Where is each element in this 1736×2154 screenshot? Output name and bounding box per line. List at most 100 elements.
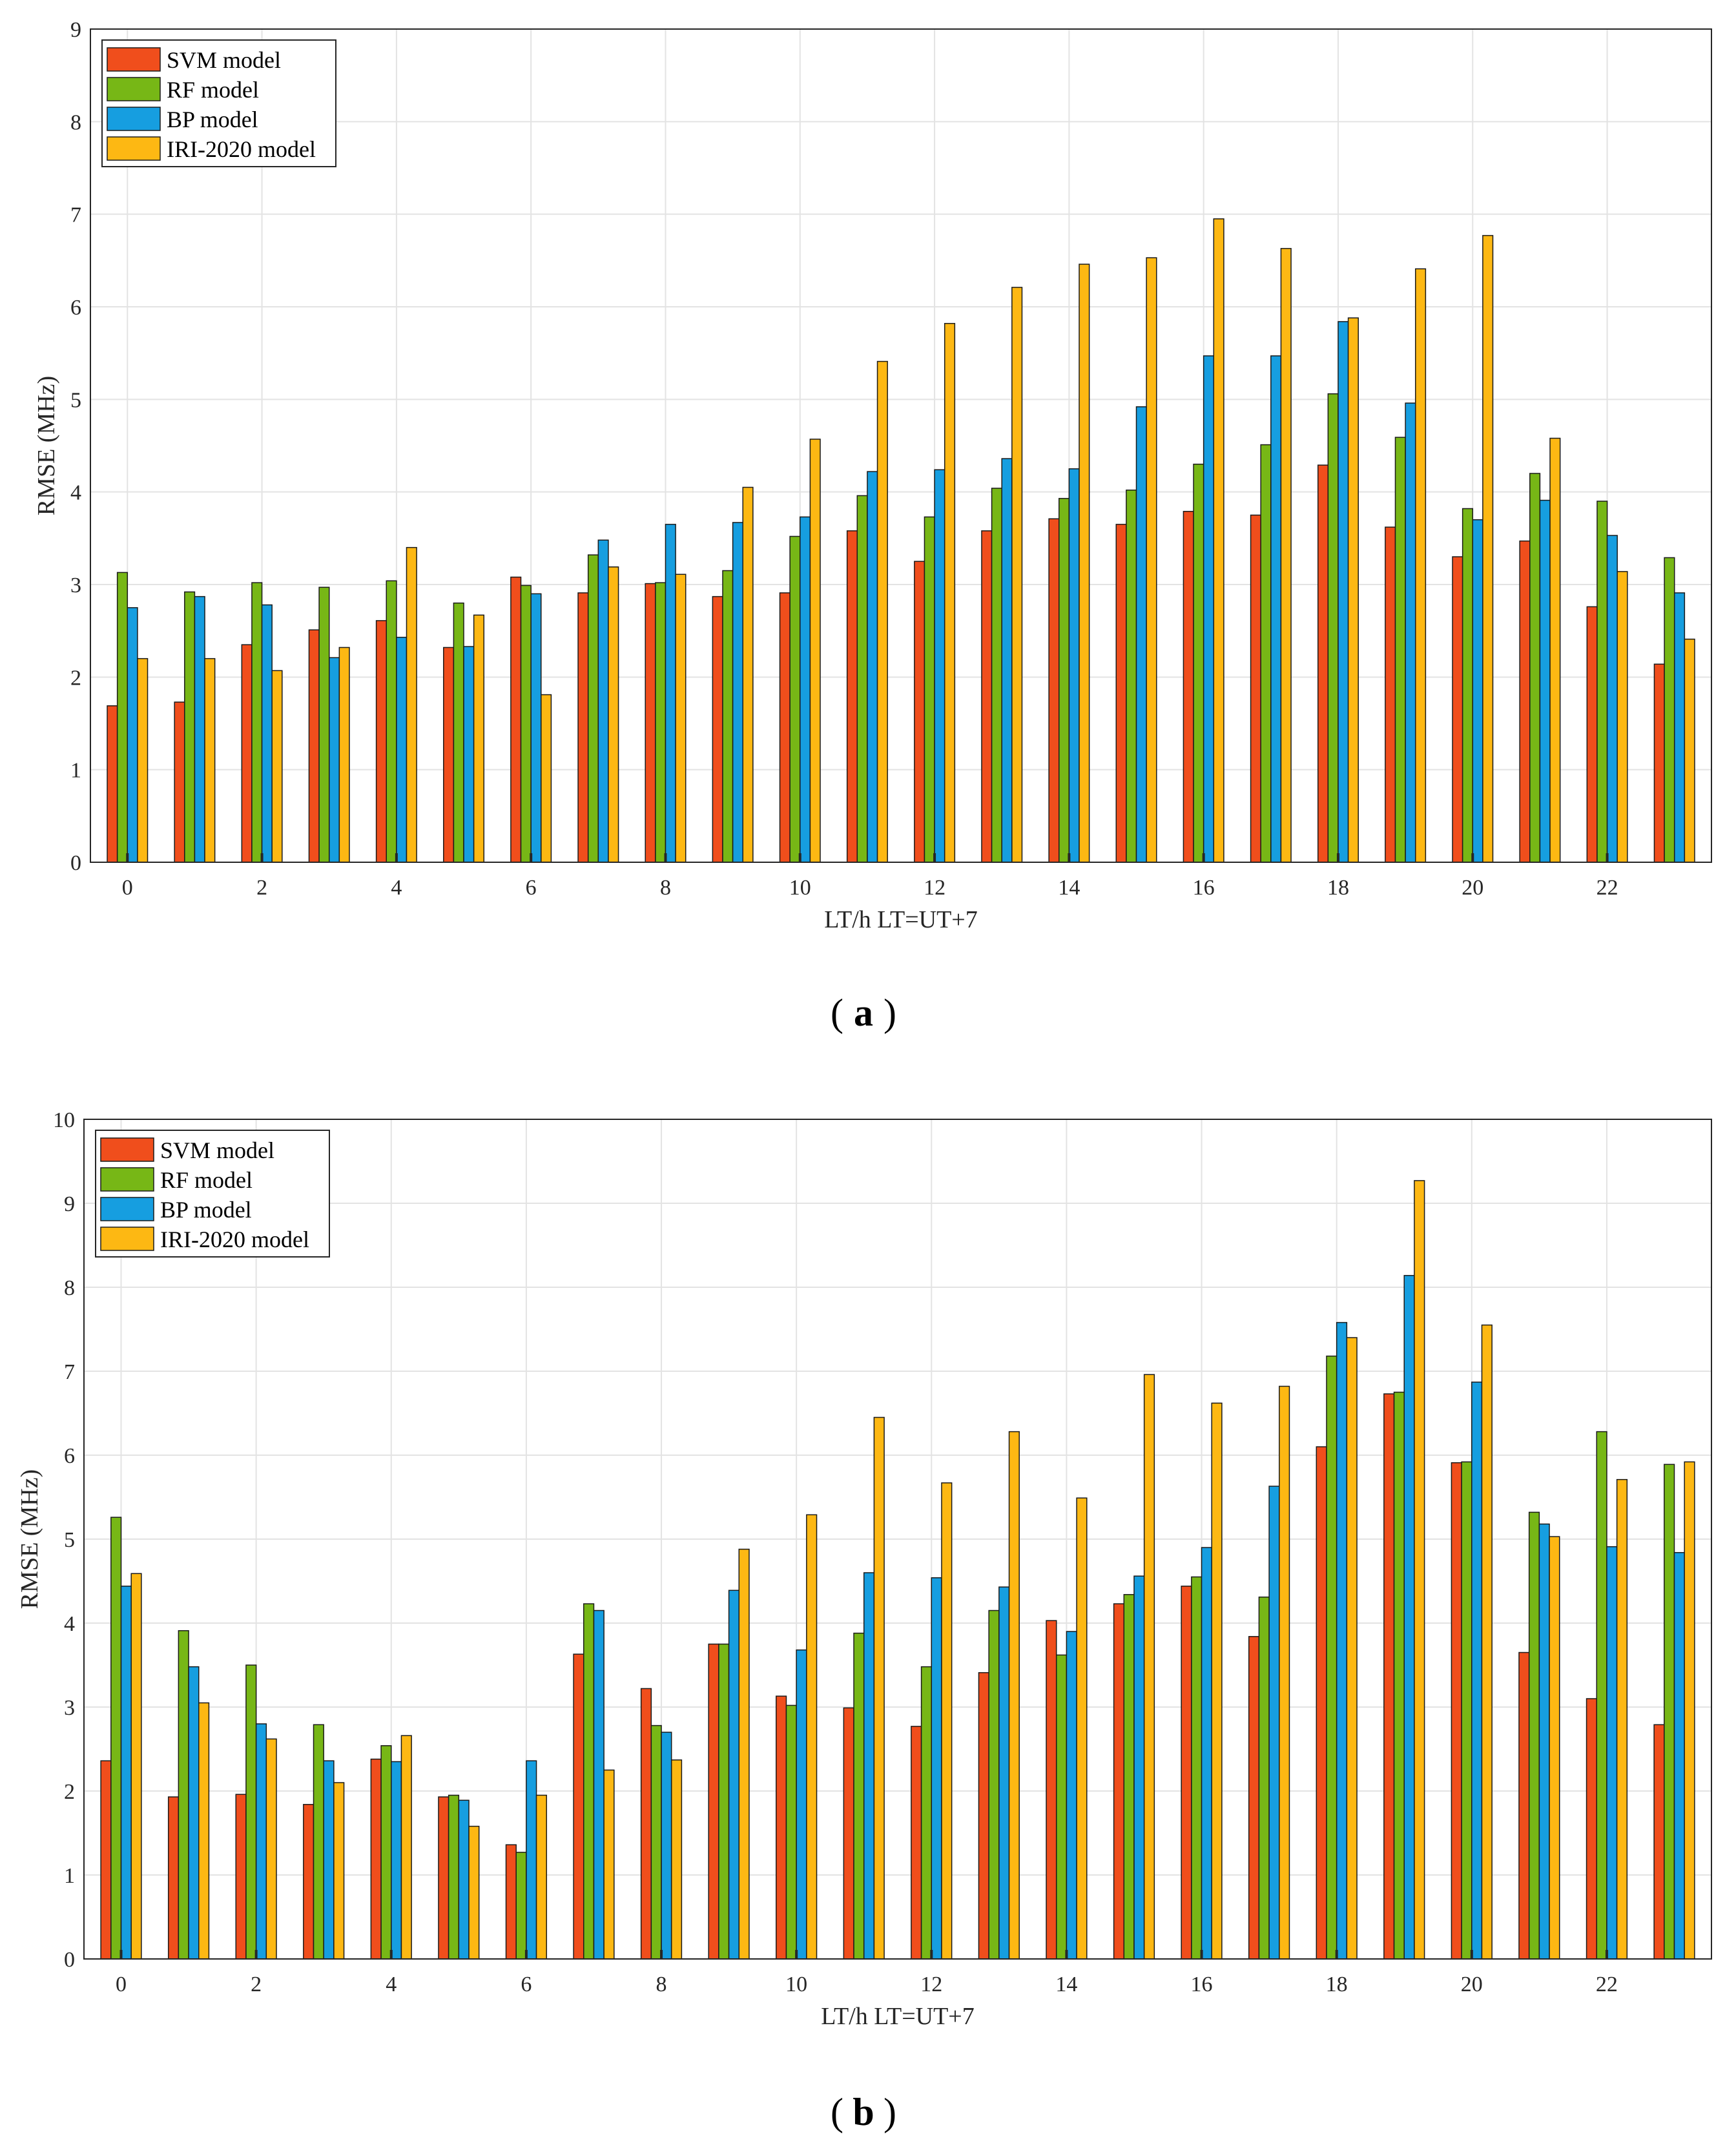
panel-caption-b: ( b ) [831,2091,896,2133]
bar-bp-3 [328,657,340,863]
bar-svm-22 [1586,1698,1597,1960]
plot-area-a [90,29,1711,862]
bar-rf-6 [520,585,532,863]
bar-iri-18 [1347,317,1359,863]
bar-bp-23 [1673,592,1686,863]
bars-b [100,1180,1695,1960]
bar-iri-14 [1079,264,1090,863]
bar-iri-6 [535,1794,548,1960]
bar-rf-11 [853,1632,865,1960]
x-axis-label-b: LT/h LT=UT+7 [821,2003,974,2030]
bar-svm-5 [443,647,455,863]
bar-iri-20 [1481,1324,1493,1960]
bar-iri-11 [873,1416,885,1960]
bar-iri-1 [204,658,216,863]
bar-bp-1 [194,595,205,863]
bar-bp-21 [1539,499,1551,863]
y-tick-label: 10 [53,1108,75,1132]
x-tick-label: 12 [920,1973,942,1996]
bar-bp-5 [463,646,475,863]
bar-rf-13 [988,1610,1000,1960]
bar-bp-0 [120,1586,132,1960]
bar-svm-6 [510,576,522,863]
bar-rf-4 [380,1745,392,1960]
bar-rf-18 [1326,1355,1338,1960]
bar-iri-12 [941,1482,953,1960]
x-tick-label: 16 [1191,1973,1213,1996]
bar-iri-3 [333,1782,345,1960]
bar-bp-1 [188,1666,200,1960]
bar-bp-12 [931,1577,942,1960]
bar-svm-11 [846,530,858,863]
bar-iri-13 [1008,1431,1020,1960]
y-tick-label: 5 [64,1528,75,1552]
bar-svm-7 [577,592,589,863]
legend-label-bp-a: BP model [167,107,258,132]
legend-a: SVM model RF model BP model IRI-2020 mod… [101,39,336,167]
bar-svm-23 [1653,1724,1665,1960]
x-tick-label: 18 [1327,876,1349,900]
bar-svm-15 [1115,524,1127,863]
y-tick-label: 6 [70,296,81,320]
x-tick-label: 14 [1055,1973,1077,1996]
x-tick-labels-b: 0 2 4 6 8 10 12 14 16 18 20 22 [116,1973,1618,1996]
bar-rf-16 [1191,1576,1203,1960]
bar-bp-17 [1268,1486,1280,1960]
x-tick-label: 20 [1462,876,1483,900]
bar-iri-16 [1213,218,1224,863]
panel-label-a: a [854,991,873,1034]
bar-svm-11 [843,1707,854,1960]
bar-svm-18 [1317,464,1329,863]
x-tick-label: 10 [789,876,811,900]
panel-label-b: b [852,2091,874,2133]
bar-iri-5 [468,1825,480,1960]
bar-svm-13 [978,1672,989,1960]
bar-svm-2 [241,644,253,863]
x-tick-label: 8 [656,1973,667,1996]
y-tick-label: 5 [70,388,81,412]
bar-bp-16 [1203,355,1215,863]
bar-rf-5 [453,602,464,863]
svg-text:): ) [884,991,896,1034]
legend-swatch-iri-b [100,1227,154,1251]
bar-svm-4 [370,1758,382,1960]
bar-rf-18 [1327,393,1339,863]
bar-iri-21 [1549,437,1561,863]
svg-text:(: ( [831,2091,843,2133]
y-tick-label: 2 [70,666,81,690]
bar-iri-17 [1279,1385,1290,1960]
bar-svm-16 [1183,511,1194,863]
bar-iri-19 [1414,268,1427,863]
y-tick-label: 8 [64,1276,75,1300]
bar-bp-7 [593,1610,604,1960]
x-tick-label: 18 [1326,1973,1348,1996]
y-tick-label: 9 [64,1192,75,1216]
bar-svm-19 [1385,526,1396,863]
bar-iri-13 [1011,287,1023,863]
bar-bp-15 [1133,1575,1145,1960]
bar-bp-12 [934,469,946,863]
bar-bp-22 [1606,1546,1618,1960]
bar-iri-0 [130,1573,142,1960]
y-tick-labels-a: 0 1 2 3 4 5 6 7 8 9 [70,18,81,875]
bar-svm-10 [776,1695,787,1960]
bar-iri-17 [1280,247,1292,863]
bar-svm-14 [1046,1620,1057,1960]
bar-iri-9 [738,1548,750,1960]
x-tick-label: 0 [122,876,133,900]
bar-bp-13 [998,1586,1010,1960]
bar-svm-16 [1181,1586,1192,1960]
bar-bp-4 [396,636,408,863]
x-tick-label: 6 [526,876,537,900]
bar-rf-20 [1461,1461,1472,1960]
bar-iri-11 [876,360,888,863]
bar-bp-15 [1135,406,1147,863]
bar-iri-16 [1211,1402,1223,1960]
bar-rf-2 [245,1664,257,1960]
bar-iri-8 [675,574,687,863]
bar-svm-17 [1248,1636,1260,1960]
bar-rf-20 [1462,508,1474,863]
bar-svm-3 [303,1804,315,1960]
bar-bp-2 [255,1723,267,1960]
